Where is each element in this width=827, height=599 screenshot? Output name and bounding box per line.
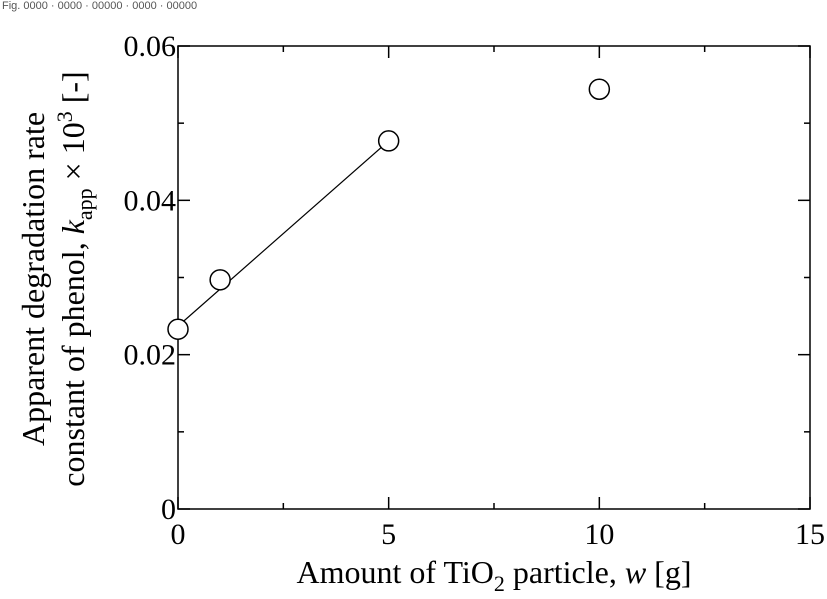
data-point xyxy=(377,130,400,152)
data-points xyxy=(167,78,611,340)
tick-marks xyxy=(177,45,811,510)
fit-line xyxy=(177,140,390,327)
y-label-mid: × 10 xyxy=(55,122,91,188)
x-label-mid: particle, xyxy=(505,554,625,590)
x-tick-label: 5 xyxy=(381,518,396,551)
y-tick-label: 0.04 xyxy=(124,184,177,217)
y-tick-label: 0 xyxy=(161,493,176,526)
data-point xyxy=(167,318,189,340)
y-label-sub: app xyxy=(72,188,97,220)
x-tick-label: 0 xyxy=(171,518,186,551)
x-label-var: w xyxy=(625,554,647,590)
tick-labels: 0 5 10 15 0 0.02 0.04 0.06 xyxy=(124,30,826,551)
y-axis-label-line2: constant of phenol, kapp × 103 [-] xyxy=(52,71,97,486)
x-label-post: [g] xyxy=(646,554,691,590)
y-axis-label-line1: Apparent degradation rate xyxy=(15,112,51,446)
y-label-sup: 3 xyxy=(52,111,77,122)
y-tick-label: 0.06 xyxy=(124,30,177,63)
fit-line-group xyxy=(177,140,390,327)
data-point xyxy=(588,78,611,100)
y-label-post: [-] xyxy=(55,71,91,111)
plot-frame xyxy=(177,45,811,510)
x-tick-label: 10 xyxy=(584,518,614,551)
x-label-sub: 2 xyxy=(494,571,505,596)
y-tick-label: 0.02 xyxy=(124,339,177,372)
data-point xyxy=(209,269,231,291)
x-label-pre: Amount of TiO xyxy=(297,554,494,590)
x-tick-label: 15 xyxy=(795,518,825,551)
y-label-pre: constant of phenol, xyxy=(55,234,91,486)
y-label-var: k xyxy=(55,219,91,234)
header-text: Fig. 0000 · 0000 · 00000 · 0000 · 00000 xyxy=(2,0,197,12)
x-axis-label: Amount of TiO2 particle, w [g] xyxy=(297,554,692,596)
